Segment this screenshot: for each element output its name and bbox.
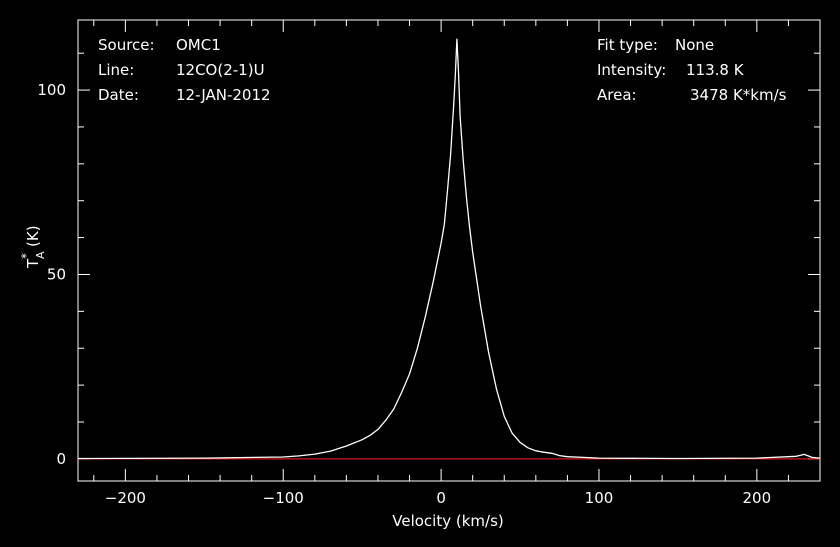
line-label: Line: xyxy=(98,61,134,79)
source-value: OMC1 xyxy=(176,36,221,54)
spectrum-line xyxy=(77,38,821,460)
x-tick-label: −100 xyxy=(263,489,304,507)
axes-layer: −200 −100 0 100 200 0 50 100 xyxy=(37,19,821,507)
intensity-value: 113.8 K xyxy=(686,61,745,79)
y-tick-label: 0 xyxy=(56,450,66,468)
x-tick-label: −200 xyxy=(105,489,146,507)
source-label: Source: xyxy=(98,36,155,54)
y-axis-title-symbol: T xyxy=(24,258,42,269)
x-tick-label: 200 xyxy=(743,489,772,507)
plot-frame xyxy=(77,19,821,482)
x-tick-label: 100 xyxy=(585,489,614,507)
area-label: Area: xyxy=(597,86,637,104)
y-axis-title: T * A (K) xyxy=(19,225,47,269)
date-value: 12-JAN-2012 xyxy=(176,86,271,104)
line-value: 12CO(2-1)U xyxy=(176,61,265,79)
series-layer xyxy=(77,38,821,460)
y-axis-title-superscript: * xyxy=(19,253,33,259)
y-tick-label: 50 xyxy=(47,265,66,283)
x-axis-title: Velocity (km/s) xyxy=(392,512,503,530)
area-value: 3478 K*km/s xyxy=(690,86,787,104)
y-tick-label: 100 xyxy=(37,81,66,99)
y-axis-title-unit: (K) xyxy=(24,225,42,247)
fit-type-label: Fit type: xyxy=(597,36,658,54)
intensity-label: Intensity: xyxy=(597,61,666,79)
y-axis-title-subscript: A xyxy=(34,251,47,259)
x-tick-label: 0 xyxy=(436,489,446,507)
date-label: Date: xyxy=(98,86,139,104)
fit-type-value: None xyxy=(675,36,714,54)
